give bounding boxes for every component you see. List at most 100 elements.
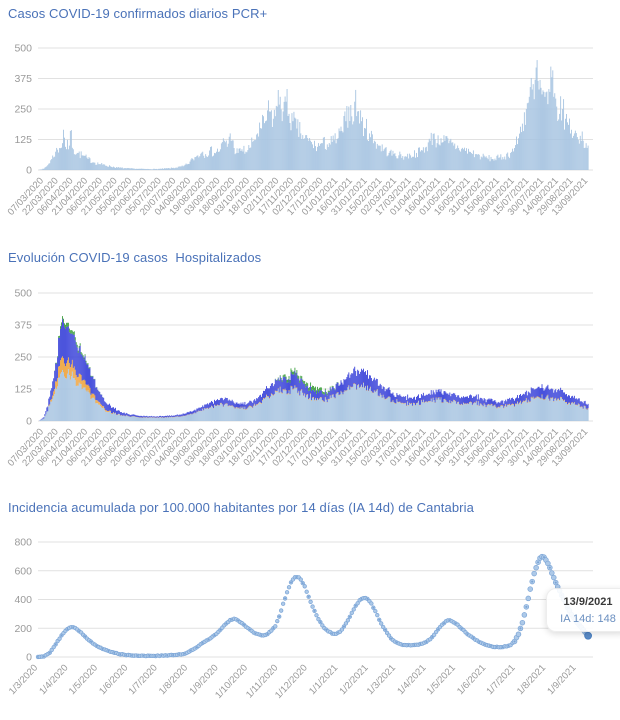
daily-cases-bar[interactable] <box>237 152 239 170</box>
daily-cases-bar[interactable] <box>166 168 168 170</box>
hospitalized-bar-blue[interactable] <box>181 414 183 417</box>
hospitalized-bar-orange[interactable] <box>397 401 399 403</box>
hospitalized-bar-light-blue[interactable] <box>436 400 438 421</box>
hospitalized-bar-blue[interactable] <box>44 414 46 417</box>
hospitalized-bar-light-blue[interactable] <box>534 398 536 421</box>
hospitalized-bar-orange[interactable] <box>317 399 319 401</box>
hospitalized-bar-green[interactable] <box>313 386 314 391</box>
daily-cases-bar[interactable] <box>345 121 347 170</box>
hospitalized-bar-light-blue[interactable] <box>357 385 359 421</box>
hospitalized-bar-blue[interactable] <box>193 410 195 414</box>
hospitalized-bar-light-blue[interactable] <box>507 405 509 421</box>
hospitalized-bar-blue[interactable] <box>313 390 314 397</box>
hospitalized-bar-blue[interactable] <box>426 395 428 403</box>
hospitalized-bar-light-blue[interactable] <box>459 404 461 421</box>
daily-cases-bar[interactable] <box>110 166 112 170</box>
hospitalized-bar-blue[interactable] <box>198 407 200 411</box>
hospitalized-bar-green[interactable] <box>68 328 70 333</box>
hospitalized-bar-light-blue[interactable] <box>164 417 165 421</box>
hospitalized-bar-blue[interactable] <box>429 394 431 402</box>
hospitalized-bar-orange[interactable] <box>533 398 535 400</box>
hospitalized-bar-light-blue[interactable] <box>197 411 199 421</box>
hospitalized-bar-green[interactable] <box>70 330 72 334</box>
hospitalized-bar-orange[interactable] <box>259 401 261 403</box>
daily-cases-bar[interactable] <box>554 93 556 170</box>
daily-cases-bar[interactable] <box>170 167 172 170</box>
hospitalized-bar-blue[interactable] <box>178 414 180 417</box>
hospitalized-bar-light-blue[interactable] <box>102 408 104 421</box>
daily-cases-bar[interactable] <box>582 140 584 170</box>
hospitalized-bar-light-blue[interactable] <box>47 411 49 421</box>
hospitalized-bar-light-blue[interactable] <box>248 406 250 421</box>
hospitalized-bar-light-blue[interactable] <box>246 409 248 421</box>
hospitalized-bar-orange[interactable] <box>570 402 572 404</box>
hospitalized-bar-blue[interactable] <box>416 396 417 404</box>
hospitalized-bar-blue[interactable] <box>58 337 60 367</box>
hospitalized-bar-light-blue[interactable] <box>294 385 296 421</box>
daily-cases-bar[interactable] <box>322 137 324 170</box>
hospitalized-bar-light-blue[interactable] <box>415 405 416 421</box>
hospitalized-bar-light-blue[interactable] <box>304 394 306 421</box>
hospitalized-bar-green[interactable] <box>324 388 326 391</box>
hospitalized-bar-light-blue[interactable] <box>242 407 244 421</box>
hospitalized-bar-blue[interactable] <box>548 388 550 399</box>
hospitalized-bar-light-blue[interactable] <box>274 391 276 421</box>
hospitalized-bar-orange[interactable] <box>264 398 265 400</box>
incidence-dot[interactable] <box>551 574 557 581</box>
hospitalized-bar-green[interactable] <box>69 330 71 334</box>
hospitalized-bar-blue[interactable] <box>145 416 147 418</box>
daily-cases-bar[interactable] <box>474 154 476 170</box>
daily-cases-bar[interactable] <box>520 132 522 170</box>
hospitalized-bar-orange[interactable] <box>499 407 501 408</box>
hospitalized-bar-light-blue[interactable] <box>411 403 413 421</box>
hospitalized-bar-orange[interactable] <box>237 408 239 409</box>
daily-cases-bar[interactable] <box>517 144 518 170</box>
hospitalized-bar-light-blue[interactable] <box>531 398 533 421</box>
hospitalized-bar-orange[interactable] <box>71 359 73 372</box>
daily-cases-bar[interactable] <box>196 155 198 170</box>
hospitalized-bar-blue[interactable] <box>488 398 490 404</box>
hospitalized-bar-orange[interactable] <box>561 397 563 398</box>
hospitalized-bar-light-blue[interactable] <box>282 389 284 421</box>
hospitalized-bar-light-blue[interactable] <box>97 403 99 421</box>
hospitalized-bar-blue[interactable] <box>218 399 220 406</box>
hospitalized-bar-light-blue[interactable] <box>250 406 252 421</box>
daily-cases-bar[interactable] <box>256 134 258 170</box>
hospitalized-bar-blue[interactable] <box>504 401 506 406</box>
hospitalized-bar-light-blue[interactable] <box>253 406 255 421</box>
hospitalized-bar-blue[interactable] <box>71 333 73 360</box>
hospitalized-bar-blue[interactable] <box>572 397 574 404</box>
hospitalized-bar-blue[interactable] <box>120 412 122 416</box>
daily-cases-bar[interactable] <box>312 144 314 170</box>
daily-cases-bar[interactable] <box>265 121 266 170</box>
daily-cases-bar[interactable] <box>193 160 195 170</box>
hospitalized-bar-light-blue[interactable] <box>416 403 417 421</box>
hospitalized-bar-light-blue[interactable] <box>461 404 463 421</box>
hospitalized-bar-green[interactable] <box>88 367 90 369</box>
hospitalized-bar-blue[interactable] <box>393 395 395 402</box>
hospitalized-bar-blue[interactable] <box>584 400 586 407</box>
hospitalized-bar-light-blue[interactable] <box>533 399 535 421</box>
hospitalized-bar-blue[interactable] <box>436 392 438 400</box>
daily-cases-bar[interactable] <box>373 140 375 170</box>
daily-cases-bar[interactable] <box>200 153 202 170</box>
hospitalized-bar-light-blue[interactable] <box>545 397 547 421</box>
daily-cases-bar[interactable] <box>307 138 309 170</box>
daily-cases-bar[interactable] <box>390 149 392 170</box>
hospitalized-bar-light-blue[interactable] <box>553 401 555 421</box>
hospitalized-bar-blue[interactable] <box>231 399 233 406</box>
hospitalized-bar-orange[interactable] <box>469 401 471 403</box>
hospitalized-bar-blue[interactable] <box>321 393 323 400</box>
incidence-dot[interactable] <box>275 618 280 624</box>
daily-cases-bar[interactable] <box>93 162 95 170</box>
hospitalized-bar-light-blue[interactable] <box>256 404 258 421</box>
daily-cases-bar[interactable] <box>385 147 387 170</box>
daily-cases-bar[interactable] <box>279 96 281 170</box>
hospitalized-bar-orange[interactable] <box>326 402 328 403</box>
daily-cases-bar[interactable] <box>51 159 53 170</box>
chart-incidence-canvas[interactable]: 02004006008001/3/20201/4/20201/5/20201/6… <box>0 524 620 720</box>
daily-cases-bar[interactable] <box>448 143 450 170</box>
hospitalized-bar-light-blue[interactable] <box>393 402 395 421</box>
hospitalized-bar-blue[interactable] <box>372 379 374 393</box>
daily-cases-bar[interactable] <box>381 144 383 170</box>
